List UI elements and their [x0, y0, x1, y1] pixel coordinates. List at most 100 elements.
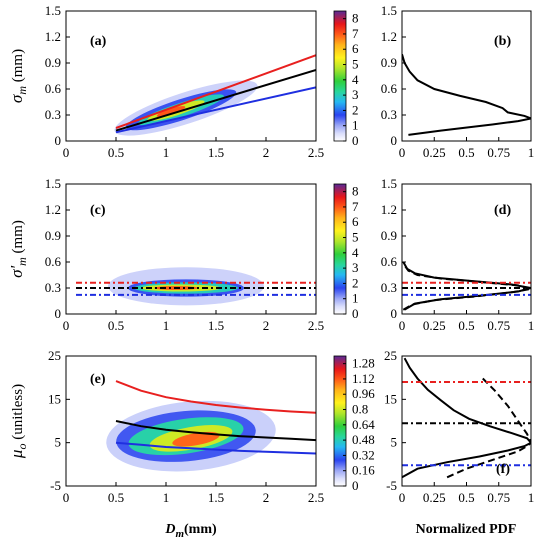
y-tick-label: 0.6 [381, 81, 398, 96]
panel-c-frame [65, 183, 317, 315]
colorbar-tick-label: 8 [352, 11, 359, 26]
colorbar-tick-label: 0 [352, 478, 359, 493]
x-tick-label: 0.5 [108, 145, 124, 160]
series-line [446, 376, 531, 479]
density-contour [156, 106, 186, 117]
panel-c-xticks: 0 0.5 1 1.5 2 2.5 [63, 310, 324, 333]
x-tick-label: 0 [63, 318, 70, 333]
panel-e-xlabel: Dm(mm) [164, 522, 217, 540]
x-tick-label: 0.5 [458, 490, 474, 505]
x-tick-label: 2 [263, 145, 270, 160]
y-tick-label: 0.6 [45, 254, 62, 269]
colorbar-tick-label: 0.16 [352, 463, 375, 478]
panel-a-frame [65, 10, 317, 142]
y-tick-label: 5 [391, 435, 398, 450]
panel-b-yticks: 0 0.3 0.6 0.9 1.2 1.5 [381, 3, 406, 148]
colorbar-tick-label: 4 [352, 72, 359, 87]
y-tick-label: 0.9 [45, 55, 61, 70]
panel-f-lines [402, 357, 531, 479]
y-tick-label: 1.2 [45, 202, 61, 217]
x-tick-label: 0.75 [487, 145, 510, 160]
y-tick-label: 0.6 [45, 81, 62, 96]
series-line [115, 54, 316, 129]
y-tick-label: 1.2 [381, 29, 397, 44]
colorbar [333, 10, 347, 142]
colorbar-tick-label: 0.64 [352, 417, 375, 432]
colorbar-tick-label: 4 [352, 245, 359, 260]
panel-e-xticks: 0 0.5 1 1.5 2 2.5 [63, 482, 324, 505]
y-tick-label: 0 [391, 306, 398, 321]
y-tick-label: 25 [48, 348, 61, 363]
x-tick-label: 0.75 [487, 318, 510, 333]
colorbar [333, 183, 347, 315]
panel-d-xticks: 0 0.25 0.5 0.75 1 [399, 310, 534, 333]
panel-b: 0 0.25 0.5 0.75 1 0 0.3 0.6 0.9 1.2 1.5 (b) [381, 3, 535, 160]
x-tick-label: 1.5 [208, 145, 224, 160]
series-line [115, 441, 316, 455]
y-tick-label: 0.3 [381, 280, 397, 295]
x-tick-label: 2.5 [308, 318, 324, 333]
panel-a-blobs [114, 80, 258, 136]
x-tick-label: 1.5 [208, 490, 224, 505]
series-line [402, 54, 531, 136]
colorbar-tick-label: 1 [352, 291, 359, 306]
panel-d-yticks: 0 0.3 0.6 0.9 1.2 1.5 [381, 176, 406, 321]
x-tick-label: 0.5 [108, 490, 124, 505]
panel-b-lines [402, 54, 531, 136]
colorbar-tick-label: 7 [352, 199, 359, 214]
colorbar [333, 355, 347, 487]
colorbar-tick-label: 2 [352, 102, 359, 117]
panel-e-ylabel: μo (unitless) [7, 384, 29, 459]
colorbar-tick-label: 0 [352, 306, 359, 321]
y-tick-label: 0.9 [45, 228, 61, 243]
x-tick-label: 1.5 [208, 318, 224, 333]
panel-a: 0 0.5 1 1.5 2 2.5 0 0.3 0.6 0.9 1.2 1.5 (a) σm (mm… [7, 3, 359, 160]
y-tick-label: 15 [384, 391, 397, 406]
y-tick-label: 1.5 [45, 176, 61, 191]
panel-d-lines [402, 261, 531, 311]
y-tick-label: 0.3 [381, 107, 397, 122]
panel-c: 0 0.5 1 1.5 2 2.5 0 0.3 0.6 0.9 1.2 1.5 (c) σ'm (m… [7, 176, 359, 333]
colorbar-tick-label: 2 [352, 275, 359, 290]
series-line [115, 380, 316, 414]
y-tick-label: 15 [48, 391, 61, 406]
y-tick-label: 25 [384, 348, 397, 363]
x-tick-label: 1 [163, 490, 170, 505]
y-tick-label: 0 [55, 133, 62, 148]
y-tick-label: 0 [391, 133, 398, 148]
panel-a-xticks: 0 0.5 1 1.5 2 2.5 [63, 137, 324, 160]
colorbar-tick-label: 0.48 [352, 432, 375, 447]
y-tick-label: 0 [55, 306, 62, 321]
panel-e: 0 0.5 1 1.5 2 2.5 -5 5 15 25 (e) μo (unitless) D… [7, 348, 375, 540]
panel-f-yticks: -5 5 15 25 [384, 348, 406, 493]
colorbar-tick-label: 8 [352, 184, 359, 199]
y-tick-label: 1.5 [45, 3, 61, 18]
panel-c-ylabel: σ'm (mm) [7, 220, 29, 278]
x-tick-label: 1 [528, 145, 535, 160]
panel-e-blobs [106, 400, 276, 472]
x-tick-label: 0 [399, 318, 406, 333]
panel-f-xlabel: Normalized PDF [416, 522, 517, 537]
x-tick-label: 0 [63, 490, 70, 505]
y-tick-label: -5 [386, 478, 397, 493]
x-tick-label: 0.75 [487, 490, 510, 505]
panel-e-colorbar: 00.160.320.480.640.80.961.121.28 [333, 355, 375, 493]
x-tick-label: 0 [399, 145, 406, 160]
panel-a-ylabel: σm (mm) [7, 49, 29, 103]
x-tick-label: 1 [163, 318, 170, 333]
panel-b-xticks: 0 0.25 0.5 0.75 1 [399, 137, 535, 160]
colorbar-tick-label: 0.32 [352, 447, 375, 462]
x-tick-label: 1 [163, 145, 170, 160]
panel-d: 0 0.25 0.5 0.75 1 0 0.3 0.6 0.9 1.2 1.5 (d) [381, 176, 535, 333]
x-tick-label: 2 [263, 490, 270, 505]
x-tick-label: 2.5 [308, 490, 324, 505]
panel-e-frame [65, 355, 317, 487]
x-tick-label: 0.5 [458, 318, 474, 333]
colorbar-tick-label: 1 [352, 118, 359, 133]
y-tick-label: 0.9 [381, 228, 397, 243]
panel-c-label: (c) [90, 203, 106, 218]
panel-d-label: (d) [494, 203, 511, 218]
